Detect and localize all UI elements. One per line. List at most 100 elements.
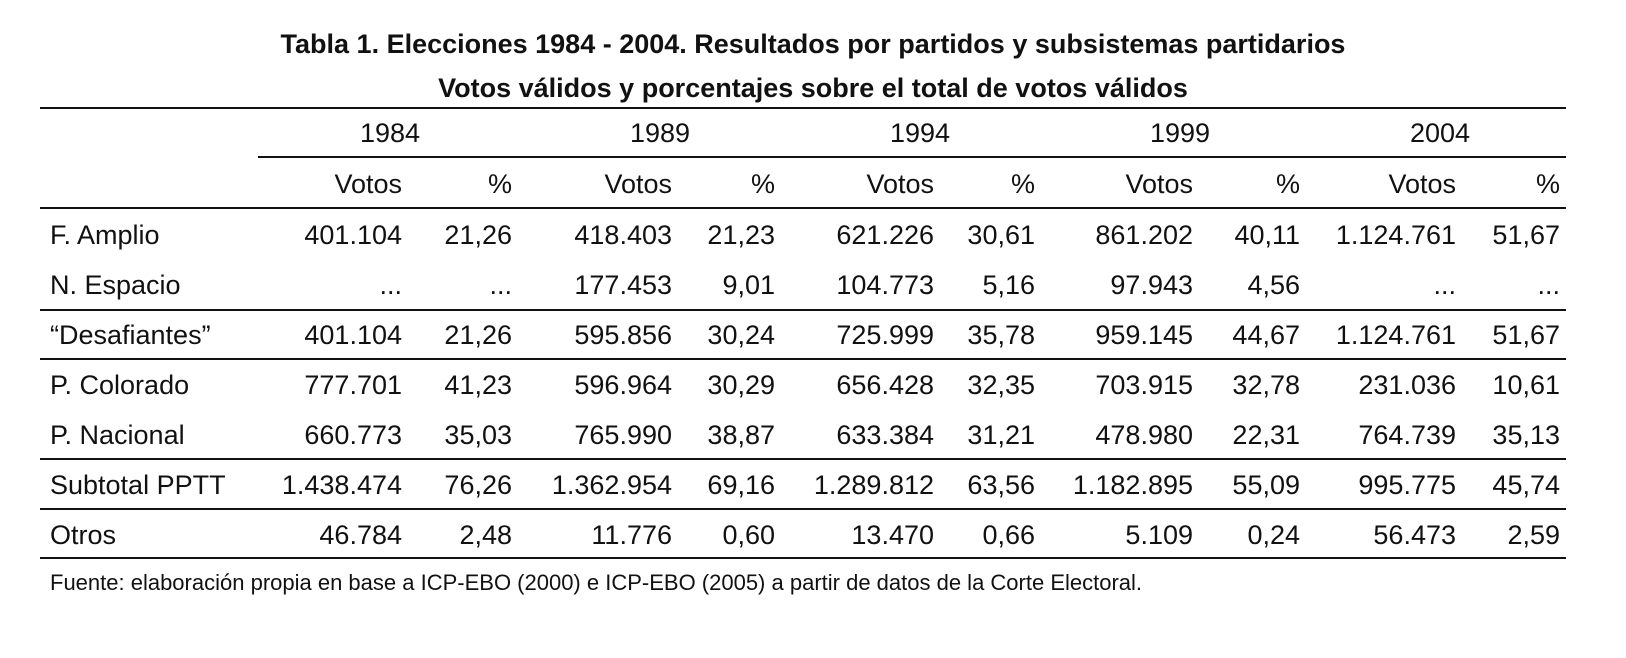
cell: 31,21	[967, 420, 1035, 450]
row-label: P. Nacional	[50, 420, 185, 450]
cell: 11.776	[591, 520, 672, 550]
cell: 35,78	[967, 320, 1035, 350]
column-header: %	[487, 169, 512, 199]
cell: 97.943	[1110, 270, 1193, 300]
year-header: 2004	[1409, 118, 1471, 148]
cell: 4,56	[1247, 270, 1300, 300]
cell: ...	[1537, 270, 1560, 300]
cell: 656.428	[836, 370, 934, 400]
cell: 418.403	[574, 220, 672, 250]
column-header: %	[1010, 169, 1035, 199]
row-label: N. Espacio	[50, 270, 181, 300]
cell: 596.964	[574, 370, 672, 400]
cell: 45,74	[1492, 470, 1560, 500]
cell: 478.980	[1095, 420, 1193, 450]
cell: 9,01	[722, 270, 775, 300]
cell: 959.145	[1095, 320, 1193, 350]
cell: 69,16	[707, 470, 775, 500]
rule	[40, 508, 1566, 510]
cell: 703.915	[1095, 370, 1193, 400]
cell: 1.124.761	[1335, 320, 1456, 350]
cell: 725.999	[836, 320, 934, 350]
cell: 1.124.761	[1335, 220, 1456, 250]
column-header: Votos	[866, 169, 934, 199]
column-header: Votos	[604, 169, 672, 199]
cell: 2,48	[459, 520, 512, 550]
cell: 0,24	[1247, 520, 1300, 550]
cell: 633.384	[836, 420, 934, 450]
rule	[40, 107, 1566, 109]
footnote: Fuente: elaboración propia en base a ICP…	[50, 570, 1143, 595]
cell: 10,61	[1492, 370, 1560, 400]
cell: ...	[489, 270, 512, 300]
cell: 861.202	[1095, 220, 1193, 250]
cell: 1.438.474	[281, 470, 402, 500]
cell: 40,11	[1234, 220, 1300, 250]
cell: 621.226	[836, 220, 934, 250]
cell: 177.453	[574, 270, 672, 300]
cell: 104.773	[836, 270, 934, 300]
cell: 51,67	[1492, 320, 1560, 350]
cell: 1.182.895	[1072, 470, 1193, 500]
rule	[40, 358, 1566, 360]
cell: 30,24	[707, 320, 775, 350]
cell: 660.773	[304, 420, 402, 450]
title-line: Tabla 1. Elecciones 1984 - 2004. Resulta…	[280, 29, 1346, 59]
cell: 21,26	[444, 220, 512, 250]
cell: 30,61	[967, 220, 1035, 250]
row-label: Subtotal PPTT	[50, 470, 226, 500]
cell: 765.990	[574, 420, 672, 450]
cell: 995.775	[1358, 470, 1456, 500]
rule	[258, 156, 1566, 158]
column-header: %	[1535, 169, 1560, 199]
cell: 41,23	[444, 370, 512, 400]
rule	[40, 458, 1566, 460]
cell: 777.701	[304, 370, 402, 400]
year-header: 1999	[1149, 118, 1211, 148]
rule	[40, 557, 1566, 559]
cell: 32,35	[967, 370, 1035, 400]
row-label: Otros	[50, 520, 117, 550]
cell: 401.104	[304, 320, 402, 350]
cell: 21,26	[444, 320, 512, 350]
title-line: Votos válidos y porcentajes sobre el tot…	[438, 73, 1188, 103]
cell: ...	[379, 270, 402, 300]
row-label: F. Amplio	[50, 220, 160, 250]
cell: 401.104	[304, 220, 402, 250]
rule	[40, 207, 1566, 209]
cell: 1.362.954	[551, 470, 672, 500]
row-label: P. Colorado	[50, 370, 190, 400]
rule	[40, 309, 1566, 311]
cell: 13.470	[851, 520, 934, 550]
cell: 764.739	[1358, 420, 1456, 450]
year-header: 1989	[629, 118, 691, 148]
cell: 32,78	[1232, 370, 1300, 400]
year-header: 1994	[889, 118, 951, 148]
column-header: Votos	[1388, 169, 1456, 199]
cell: 55,09	[1232, 470, 1300, 500]
cell: 231.036	[1358, 370, 1456, 400]
row-label: “Desafiantes”	[50, 320, 211, 350]
cell: 38,87	[707, 420, 775, 450]
cell: 5,16	[982, 270, 1035, 300]
cell: 0,66	[982, 520, 1035, 550]
cell: ...	[1433, 270, 1456, 300]
cell: 0,60	[722, 520, 775, 550]
cell: 35,13	[1492, 420, 1560, 450]
column-header: %	[1275, 169, 1300, 199]
cell: 5.109	[1125, 520, 1193, 550]
cell: 22,31	[1232, 420, 1300, 450]
cell: 46.784	[319, 520, 402, 550]
cell: 51,67	[1492, 220, 1560, 250]
column-header: %	[750, 169, 775, 199]
cell: 2,59	[1507, 520, 1560, 550]
year-header: 1984	[359, 118, 421, 148]
cell: 595.856	[574, 320, 672, 350]
cell: 56.473	[1373, 520, 1456, 550]
cell: 76,26	[444, 470, 512, 500]
column-header: Votos	[1125, 169, 1193, 199]
cell: 63,56	[967, 470, 1035, 500]
cell: 44,67	[1232, 320, 1300, 350]
cell: 35,03	[444, 420, 512, 450]
